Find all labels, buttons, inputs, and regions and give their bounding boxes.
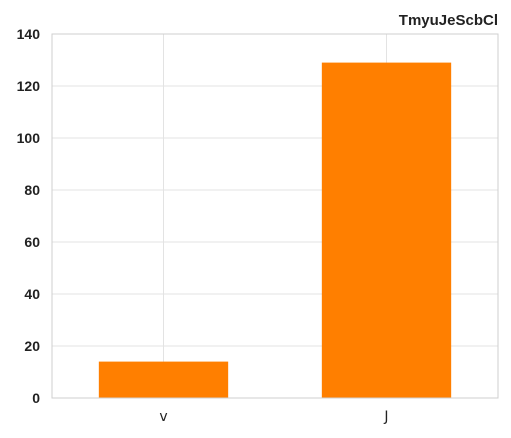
bars-layer [98,62,452,398]
chart-title: TmyuJeScbCl [399,12,498,29]
x-tick-label: J [383,409,388,425]
bar-1 [321,62,452,398]
y-tick-label: 60 [24,234,40,250]
y-tick-label: 100 [17,130,41,146]
y-tick-label: 40 [24,286,40,302]
y-axis: 0 20 40 60 80 100 120 140 [17,26,41,406]
y-tick-label: 80 [24,182,40,198]
y-tick-label: 120 [17,78,41,94]
y-tick-label: 0 [32,390,40,406]
x-tick-label: v [159,409,167,425]
plot-frame [51,33,499,399]
bar-0 [98,361,229,398]
y-tick-label: 20 [24,338,40,354]
y-tick-label: 140 [17,26,41,42]
